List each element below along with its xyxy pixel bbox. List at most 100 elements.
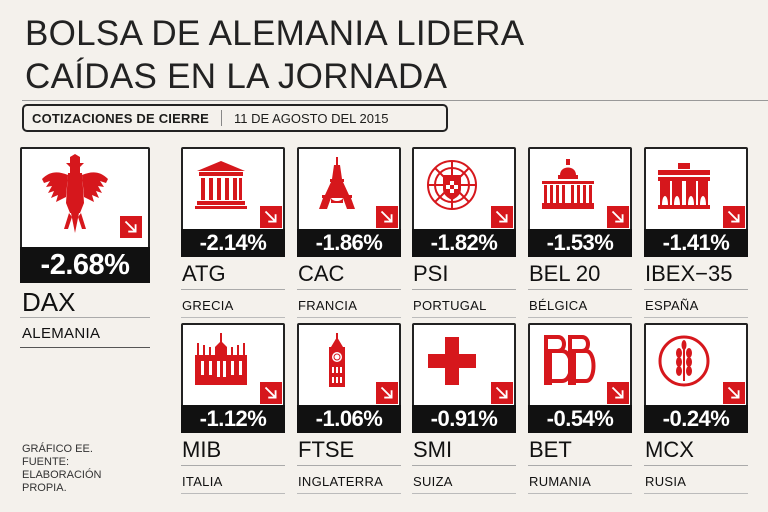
eagle-icon xyxy=(42,154,108,233)
index-change-value: -1.41% xyxy=(644,229,748,257)
index-change-value: -0.54% xyxy=(528,405,632,433)
bb-logo-icon xyxy=(544,335,596,385)
index-change-value: -1.82% xyxy=(412,229,516,257)
index-country: FRANCIA xyxy=(298,298,358,313)
index-country: RUMANIA xyxy=(529,474,592,489)
index-card: -1.86% CAC FRANCIA xyxy=(297,147,403,322)
index-code: BEL 20 xyxy=(529,261,601,286)
index-rule xyxy=(644,289,748,290)
index-rule xyxy=(297,465,401,466)
index-country: PORTUGAL xyxy=(413,298,487,313)
swiss-cross-icon xyxy=(428,337,476,385)
title-line-1: BOLSA DE ALEMANIA LIDERA xyxy=(25,14,525,53)
subtitle-label: COTIZACIONES DE CIERRE xyxy=(32,110,210,126)
main-card: -2.68% DAX ALEMANIA xyxy=(20,147,155,348)
source-note: GRÁFICO EE. FUENTE: ELABORACIÓN PROPIA. xyxy=(22,443,142,495)
index-rule-bottom xyxy=(181,317,285,318)
cathedral-icon xyxy=(195,333,247,385)
index-code: SMI xyxy=(413,437,453,462)
down-arrow-icon xyxy=(722,381,746,405)
divider xyxy=(22,100,768,101)
index-rule xyxy=(412,289,516,290)
index-card: -0.54% BET RUMANIA xyxy=(528,323,634,498)
subtitle-separator xyxy=(221,110,223,126)
footer-line-2: FUENTE: xyxy=(22,456,70,468)
subtitle-bar: COTIZACIONES DE CIERRE 11 DE AGOSTO DEL … xyxy=(22,104,448,132)
down-arrow-icon xyxy=(119,215,143,239)
index-code: MCX xyxy=(645,437,694,462)
index-card: -0.24% MCX RUSIA xyxy=(644,323,750,498)
main-index-code: DAX xyxy=(22,287,76,317)
index-card: -1.41% IBEX−35 ESPAÑA xyxy=(644,147,750,322)
index-code: BET xyxy=(529,437,572,462)
index-rule xyxy=(181,465,285,466)
footer-line-4: PROPIA. xyxy=(22,482,67,494)
index-rule-bottom xyxy=(528,493,632,494)
eiffel-tower-icon xyxy=(319,157,355,209)
index-country: RUSIA xyxy=(645,474,687,489)
index-rule-bottom xyxy=(412,493,516,494)
down-arrow-icon xyxy=(259,381,283,405)
main-rule-1 xyxy=(20,317,150,318)
down-arrow-icon xyxy=(375,205,399,229)
footer-line-1: GRÁFICO EE. xyxy=(22,443,93,455)
index-card: -0.91% SMI SUIZA xyxy=(412,323,518,498)
down-arrow-icon xyxy=(606,205,630,229)
index-rule-bottom xyxy=(644,317,748,318)
portugal-shield-icon xyxy=(427,160,477,210)
down-arrow-icon xyxy=(375,381,399,405)
index-code: PSI xyxy=(413,261,449,286)
index-card: -1.53% BEL 20 BÉLGICA xyxy=(528,147,634,322)
title-line-2: CAÍDAS EN LA JORNADA xyxy=(25,57,448,96)
index-rule-bottom xyxy=(528,317,632,318)
index-rule-bottom xyxy=(181,493,285,494)
index-change-value: -2.14% xyxy=(181,229,285,257)
index-change-value: -1.53% xyxy=(528,229,632,257)
index-rule-bottom xyxy=(412,317,516,318)
index-rule xyxy=(297,289,401,290)
main-country: ALEMANIA xyxy=(22,325,101,342)
index-country: INGLATERRA xyxy=(298,474,384,489)
index-country: GRECIA xyxy=(182,298,234,313)
gate-icon xyxy=(658,163,710,209)
page-title: BOLSA DE ALEMANIA LIDERA CAÍDAS EN LA JO… xyxy=(25,12,524,98)
index-code: CAC xyxy=(298,261,345,286)
index-change-value: -0.24% xyxy=(644,405,748,433)
index-code: IBEX−35 xyxy=(645,261,733,286)
index-change-value: -1.12% xyxy=(181,405,285,433)
index-rule xyxy=(528,289,632,290)
index-country: ITALIA xyxy=(182,474,223,489)
down-arrow-icon xyxy=(490,381,514,405)
index-rule xyxy=(412,465,516,466)
index-rule-bottom xyxy=(297,493,401,494)
index-country: BÉLGICA xyxy=(529,298,588,313)
main-rule-2 xyxy=(20,347,150,348)
index-card: -2.14% ATG GRECIA xyxy=(181,147,287,322)
index-rule-bottom xyxy=(644,493,748,494)
index-change-value: -0.91% xyxy=(412,405,516,433)
index-code: ATG xyxy=(182,261,226,286)
index-code: FTSE xyxy=(298,437,355,462)
index-rule-bottom xyxy=(297,317,401,318)
footer-line-3: ELABORACIÓN xyxy=(22,469,102,481)
index-rule xyxy=(644,465,748,466)
down-arrow-icon xyxy=(722,205,746,229)
down-arrow-icon xyxy=(490,205,514,229)
down-arrow-icon xyxy=(259,205,283,229)
subtitle-date: 11 DE AGOSTO DEL 2015 xyxy=(234,110,389,126)
index-rule xyxy=(528,465,632,466)
index-rule xyxy=(181,289,285,290)
index-change-value: -1.86% xyxy=(297,229,401,257)
big-ben-icon xyxy=(329,333,345,387)
index-country: SUIZA xyxy=(413,474,453,489)
index-country: ESPAÑA xyxy=(645,298,699,313)
main-change-value: -2.68% xyxy=(20,247,150,283)
index-card: -1.82% PSI PORTUGAL xyxy=(412,147,518,322)
index-change-value: -1.06% xyxy=(297,405,401,433)
wheat-emblem-icon xyxy=(658,335,710,387)
down-arrow-icon xyxy=(606,381,630,405)
index-card: -1.12% MIB ITALIA xyxy=(181,323,287,498)
temple-icon xyxy=(195,161,247,209)
index-card: -1.06% FTSE INGLATERRA xyxy=(297,323,403,498)
index-code: MIB xyxy=(182,437,222,462)
